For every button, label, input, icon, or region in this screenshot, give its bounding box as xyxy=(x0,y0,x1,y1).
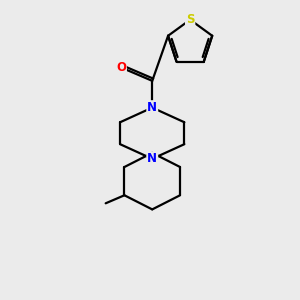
Text: S: S xyxy=(186,13,194,26)
Text: N: N xyxy=(147,152,157,165)
Text: N: N xyxy=(147,101,157,114)
Text: O: O xyxy=(116,61,126,74)
